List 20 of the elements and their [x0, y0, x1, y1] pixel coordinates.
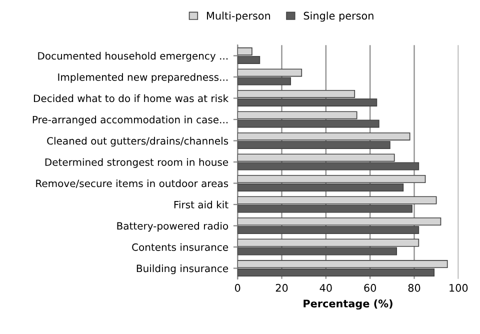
- legend-label: Single person: [304, 12, 374, 22]
- y-tick-label: Determined strongest room in house: [45, 158, 228, 168]
- x-tick-label: 60: [364, 284, 376, 292]
- y-tick-label: Documented household emergency ...: [38, 52, 228, 62]
- x-tick-label: 100: [450, 284, 468, 292]
- y-tick-label: Implemented new preparedness...: [58, 73, 228, 83]
- y-tick-label: Remove/secure items in outdoor areas: [36, 179, 228, 188]
- x-tick-label: 40: [320, 284, 332, 292]
- y-tick-label: Pre-arranged accommodation in case...: [32, 116, 228, 126]
- y-tick-label: Building insurance: [136, 264, 228, 274]
- x-tick-label: 80: [408, 284, 420, 292]
- x-tick-label: 0: [234, 284, 240, 292]
- y-tick-label: Battery-powered radio: [117, 222, 228, 232]
- x-axis-title: Percentage (%): [304, 299, 392, 310]
- y-tick-label: Cleaned out gutters/drains/channels: [47, 136, 228, 147]
- legend-label: Multi-person: [206, 12, 270, 22]
- y-tick-label: Decided what to do if home was at risk: [34, 94, 229, 102]
- x-tick-label: 20: [276, 284, 288, 292]
- y-tick-label: First aid kit: [174, 200, 228, 208]
- y-tick-label: Contents insurance: [132, 243, 228, 251]
